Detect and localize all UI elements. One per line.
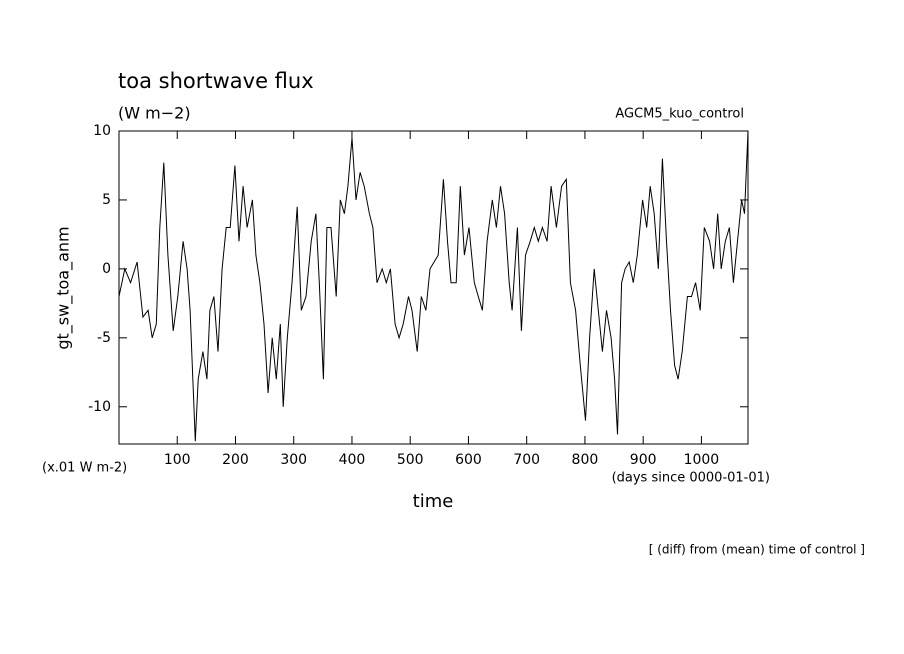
y-tick-label: 0 [102, 261, 111, 277]
x-tick-label: 600 [455, 452, 482, 468]
x-tick-label: 300 [280, 452, 307, 468]
chart-subtitle: (W m−2) [118, 104, 191, 123]
x-tick-label: 100 [164, 452, 191, 468]
footnote: [ (diff) from (mean) time of control ] [649, 543, 865, 557]
chart-title: toa shortwave flux [118, 69, 314, 93]
y-axis-label: gt_sw_toa_anm [54, 226, 74, 349]
x-tick-label: 700 [513, 452, 540, 468]
x-tick-label: 200 [222, 452, 249, 468]
x-tick-label: 800 [572, 452, 599, 468]
x-tick-label: 500 [397, 452, 424, 468]
y-unit: (x.01 W m-2) [42, 461, 127, 476]
x-axis-label: time [413, 491, 454, 512]
y-tick-label: 5 [102, 192, 111, 208]
plot-frame [118, 130, 749, 445]
annotation: AGCM5_kuo_control [615, 107, 744, 122]
y-tick-label: -10 [88, 399, 111, 415]
x-tick-label: 900 [630, 452, 657, 468]
y-tick-label: 10 [93, 123, 111, 139]
x-tick-label: 1000 [684, 452, 720, 468]
x-tick-label: 400 [339, 452, 366, 468]
y-tick-label: -5 [97, 330, 111, 346]
x-unit: (days since 0000-01-01) [612, 471, 770, 486]
data-line [118, 130, 749, 442]
